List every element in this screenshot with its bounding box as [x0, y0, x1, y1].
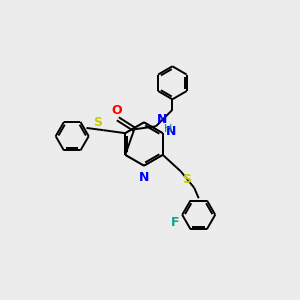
Text: S: S — [182, 173, 191, 186]
Text: O: O — [111, 104, 122, 117]
Text: S: S — [94, 116, 103, 129]
Polygon shape — [125, 122, 163, 166]
Text: N: N — [157, 113, 167, 126]
Text: N: N — [166, 125, 177, 138]
Text: N: N — [139, 171, 149, 184]
Text: H: H — [164, 124, 173, 134]
Text: F: F — [171, 216, 180, 229]
